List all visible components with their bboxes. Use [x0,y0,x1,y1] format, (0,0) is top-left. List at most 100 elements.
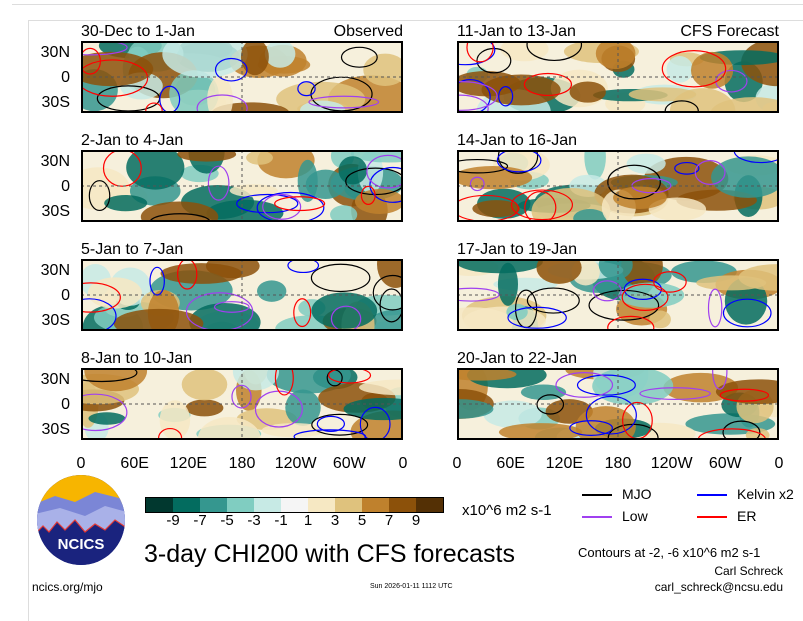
anomaly-blob [246,150,273,165]
anomaly-blob [359,379,403,396]
low-contour [457,287,500,302]
kelvin-contour [293,429,367,440]
anomaly-blob [711,156,779,198]
anomaly-blob [457,399,494,419]
anomaly-map [457,41,779,113]
anomaly-blob [377,259,403,288]
kelvin-contour [623,278,663,301]
anomaly-blob [140,201,219,222]
panel-title: 30-Dec to 1-Jan [81,23,195,40]
x-tick-label: 60E [120,455,149,472]
er-contour [661,49,727,88]
anomaly-blob [598,259,633,280]
colorbar-label: 1 [303,512,313,529]
anomaly-blob [483,400,542,428]
anomaly-blob [648,197,707,221]
mjo-contour [526,287,580,314]
map-border [457,150,779,222]
mjo-contour [722,420,761,440]
anomaly-blob [264,41,296,68]
anomaly-blob [595,41,636,70]
legend-low: Low [622,508,648,524]
er-contour [360,185,376,205]
y-tick-label: 0 [61,287,70,304]
colorbar-label: 3 [330,512,340,529]
anomaly-blob [363,53,403,86]
anomaly-blob [177,150,237,162]
x-tick-label: 0 [76,455,86,472]
anomaly-blob [626,153,666,174]
x-tick-label: 0 [398,455,408,472]
map-border [457,368,779,440]
colorbar [145,497,444,513]
kelvin-contour [507,306,567,329]
map-border [81,368,403,440]
kelvin-contour [256,191,325,222]
contours-note: Contours at -2, -6 x10^6 m2 s-1 [578,545,761,560]
anomaly-blob [181,368,228,401]
anomaly-blob [472,200,521,218]
colorbar-units: x10^6 m2 s-1 [462,502,552,519]
mjo-contour [340,46,378,68]
anomaly-blob [311,292,378,329]
panel-title: 2-Jan to 4-Jan [81,132,184,149]
site-link[interactable]: ncics.org/mjo [32,580,103,594]
er-contour [653,271,687,293]
x-tick-label: 120E [169,455,208,472]
mjo-contour [311,413,369,436]
kelvin-contour [359,406,391,440]
er-contour [607,315,655,331]
anomaly-blob [666,56,694,83]
map-border [457,259,779,331]
panel-tag: CFS Forecast [680,23,779,40]
er-contour [523,72,573,97]
ncics-logo: NCICS [37,475,125,565]
low-contour [707,288,723,328]
kelvin-contour [498,86,514,107]
anomaly-blob [330,205,358,222]
anomaly-blob [297,159,318,203]
kelvin-contour [297,81,316,97]
anomaly-blob [185,399,224,417]
kelvin-contour [585,395,637,435]
colorbar-label: -7 [193,512,207,529]
x-tick-label: 0 [774,455,784,472]
x-tick-label: 180 [604,455,632,472]
colorbar-swatch [173,498,200,512]
figure-frame [28,20,803,621]
y-tick-label: 30N [40,262,70,279]
anomaly-blob [169,70,219,113]
er-contour [274,368,294,396]
mjo-contour [88,180,111,212]
anomaly-blob [628,87,697,102]
y-tick-label: 0 [61,396,70,413]
anomaly-map [81,41,403,113]
colorbar-swatch [308,498,335,512]
kelvin-contour [236,193,299,214]
kelvin-contour [214,57,248,82]
email[interactable]: carl_schreck@ncsu.edu [654,580,783,594]
anomaly-blob [257,280,287,302]
anomaly-blob [162,41,248,78]
anomaly-blob [354,189,403,214]
anomaly-blob [126,150,185,190]
anomaly-map [457,368,779,440]
x-tick-label: 60E [496,455,525,472]
kelvin-contour [81,298,117,331]
anomaly-blob [189,302,261,331]
panel-tag: Observed [333,23,403,40]
panel-title: 14-Jan to 16-Jan [457,132,578,149]
anomaly-blob [457,307,514,331]
low-contour [81,41,128,56]
timestamp: Sun 2026-01-11 1112 UTC [370,583,453,590]
anomaly-blob [520,384,567,401]
y-tick-label: 0 [61,69,70,86]
y-tick-label: 30N [40,371,70,388]
anomaly-map [81,368,403,440]
y-tick-label: 0 [61,178,70,195]
mjo-contour [372,274,403,311]
er-contour [328,368,372,384]
er-contour [524,191,557,222]
low-contour [81,393,128,432]
x-tick-label: 0 [452,455,462,472]
